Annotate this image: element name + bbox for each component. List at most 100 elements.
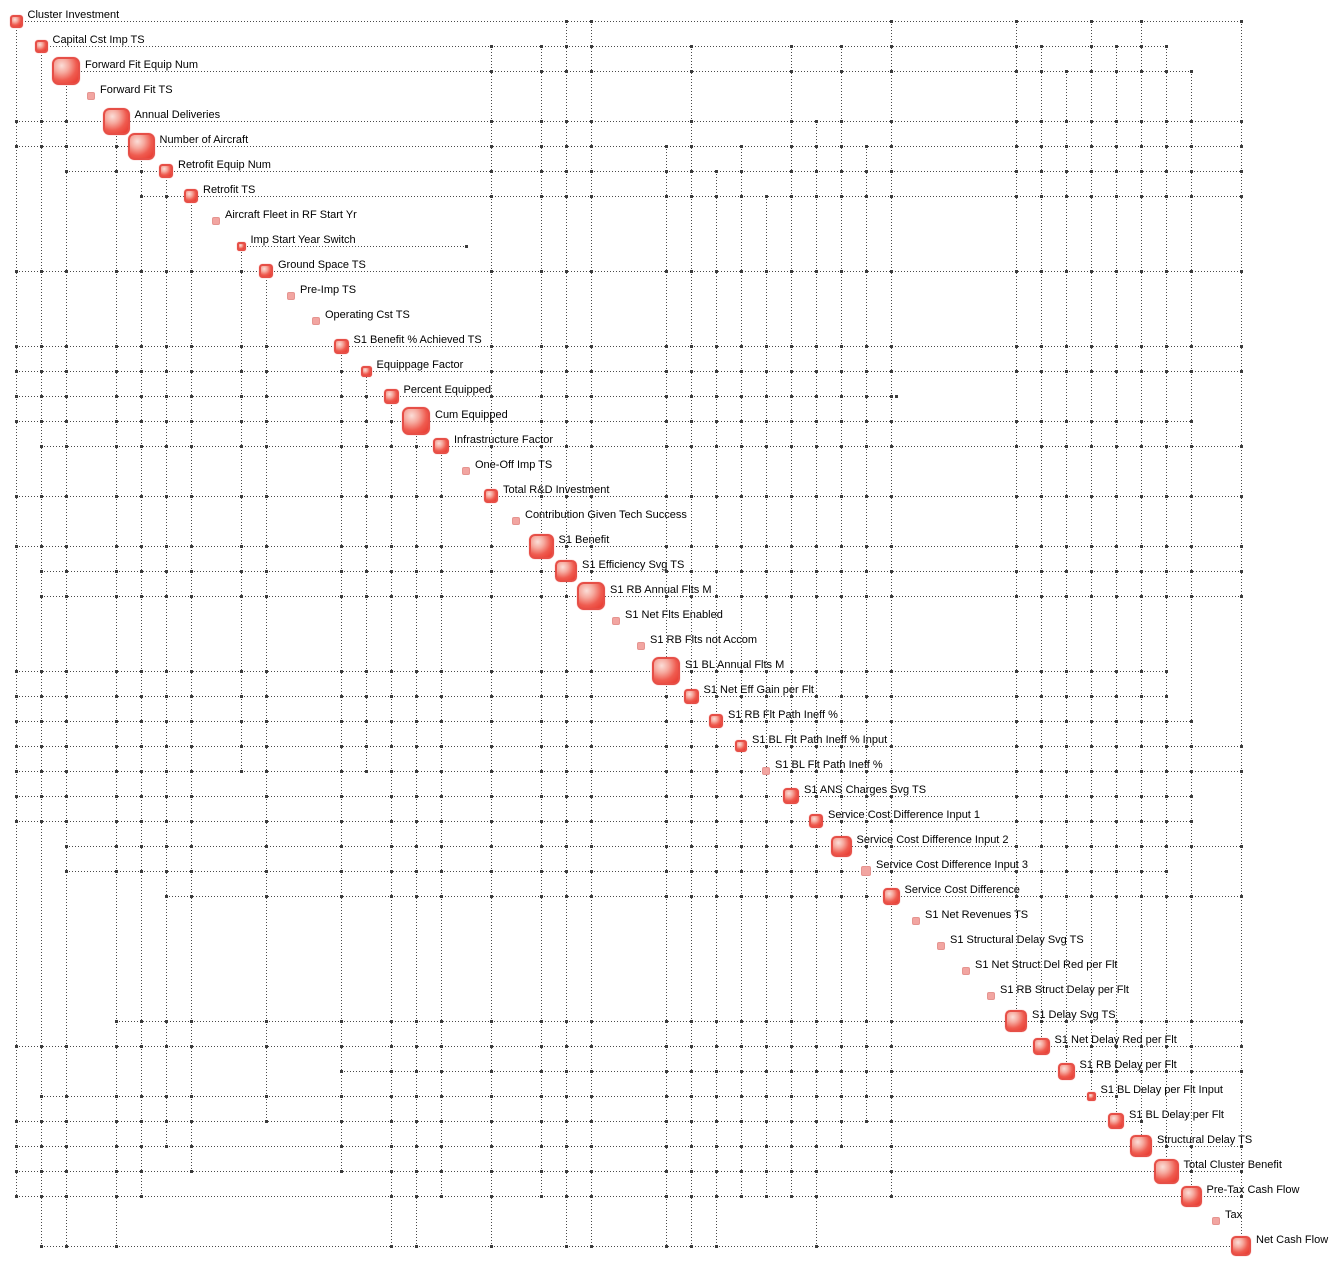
node-service-cost-difference-input-1[interactable] xyxy=(809,814,823,828)
link-junction-dot xyxy=(790,720,793,723)
node-s1-net-revenues-ts[interactable] xyxy=(912,917,920,925)
node-service-cost-difference[interactable] xyxy=(882,887,900,905)
link-junction-dot xyxy=(890,1020,893,1023)
node-annual-deliveries[interactable] xyxy=(102,107,130,135)
node-capital-cst-imp-ts[interactable] xyxy=(34,39,48,53)
node-structural-delay-ts[interactable] xyxy=(1130,1135,1152,1157)
link-junction-dot xyxy=(590,145,593,148)
link-junction-dot xyxy=(1140,895,1143,898)
link-junction-dot xyxy=(865,370,868,373)
link-junction-dot xyxy=(240,695,243,698)
node-s1-rb-delay-per-flt[interactable] xyxy=(1057,1062,1075,1080)
link-junction-dot xyxy=(165,270,168,273)
node-s1-benefit-achieved-ts[interactable] xyxy=(333,338,349,354)
node-s1-structural-delay-svg-ts[interactable] xyxy=(937,942,945,950)
link-junction-dot xyxy=(590,695,593,698)
link-junction-dot xyxy=(440,1070,443,1073)
link-junction-dot xyxy=(790,195,793,198)
node-total-cluster-benefit[interactable] xyxy=(1153,1158,1179,1184)
link-junction-dot xyxy=(15,1145,18,1148)
link-junction-dot xyxy=(890,345,893,348)
link-junction-dot xyxy=(415,870,418,873)
node-s1-benefit[interactable] xyxy=(528,533,554,559)
link-junction-dot xyxy=(790,420,793,423)
node-s1-bl-delay-per-flt[interactable] xyxy=(1108,1113,1124,1129)
node-s1-rb-flts-not-accom[interactable] xyxy=(637,642,645,650)
node-s1-rb-annual-flts-m[interactable] xyxy=(577,582,605,610)
link-junction-dot xyxy=(690,495,693,498)
node-s1-net-delay-red-per-flt[interactable] xyxy=(1032,1037,1050,1055)
link-junction-dot xyxy=(240,770,243,773)
node-s1-net-struct-del-red-per-flt[interactable] xyxy=(962,967,970,975)
link-junction-dot xyxy=(590,45,593,48)
node-s1-ans-charges-svg-ts[interactable] xyxy=(783,788,799,804)
node-forward-fit-ts[interactable] xyxy=(87,92,95,100)
node-net-cash-flow[interactable] xyxy=(1231,1236,1251,1256)
node-pre-imp-ts[interactable] xyxy=(287,292,295,300)
link-junction-dot xyxy=(565,345,568,348)
node-s1-rb-struct-delay-per-flt[interactable] xyxy=(987,992,995,1000)
link-junction-dot xyxy=(815,495,818,498)
node-s1-net-flts-enabled[interactable] xyxy=(612,617,620,625)
node-cluster-investment[interactable] xyxy=(9,14,23,28)
node-s1-bl-flt-path-ineff[interactable] xyxy=(762,767,770,775)
node-s1-delay-svg-ts[interactable] xyxy=(1005,1010,1027,1032)
node-total-r-d-investment[interactable] xyxy=(484,489,498,503)
link-junction-dot xyxy=(840,45,843,48)
node-aircraft-fleet-in-rf-start-yr[interactable] xyxy=(212,217,220,225)
node-operating-cst-ts[interactable] xyxy=(312,317,320,325)
link-junction-dot xyxy=(815,1245,818,1248)
link-junction-dot xyxy=(565,895,568,898)
link-junction-dot xyxy=(1140,745,1143,748)
link-junction-dot xyxy=(540,445,543,448)
link-junction-dot xyxy=(40,145,43,148)
node-s1-rb-flt-path-ineff[interactable] xyxy=(709,714,723,728)
node-infrastructure-factor[interactable] xyxy=(433,438,449,454)
node-percent-equipped[interactable] xyxy=(383,388,399,404)
node-one-off-imp-ts[interactable] xyxy=(462,467,470,475)
node-s1-net-eff-gain-per-flt[interactable] xyxy=(683,688,699,704)
node-s1-bl-annual-flts-m[interactable] xyxy=(652,657,680,685)
link-junction-dot xyxy=(865,445,868,448)
link-junction-dot xyxy=(690,1245,693,1248)
link-junction-dot xyxy=(1065,270,1068,273)
link-junction-dot xyxy=(1165,1045,1168,1048)
node-forward-fit-equip-num[interactable] xyxy=(52,57,80,85)
node-equippage-factor[interactable] xyxy=(360,365,372,377)
node-number-of-aircraft[interactable] xyxy=(127,132,155,160)
node-retrofit-equip-num[interactable] xyxy=(159,164,173,178)
link-junction-dot xyxy=(240,595,243,598)
grid-h-line xyxy=(16,746,1241,747)
link-junction-dot xyxy=(240,745,243,748)
node-service-cost-difference-input-3[interactable] xyxy=(861,866,871,876)
link-junction-dot xyxy=(715,820,718,823)
node-imp-start-year-switch[interactable] xyxy=(236,241,246,251)
node-service-cost-difference-input-2[interactable] xyxy=(830,835,852,857)
node-pre-tax-cash-flow[interactable] xyxy=(1180,1185,1202,1207)
link-junction-dot xyxy=(1165,595,1168,598)
link-junction-dot xyxy=(765,570,768,573)
node-retrofit-ts[interactable] xyxy=(184,189,198,203)
link-junction-dot xyxy=(590,1045,593,1048)
link-junction-dot xyxy=(815,370,818,373)
link-junction-dot xyxy=(190,495,193,498)
link-junction-dot xyxy=(790,120,793,123)
link-junction-dot xyxy=(540,120,543,123)
node-ground-space-ts[interactable] xyxy=(259,264,273,278)
link-junction-dot xyxy=(540,495,543,498)
node-s1-bl-flt-path-ineff-input[interactable] xyxy=(735,740,747,752)
grid-h-line xyxy=(41,1246,1241,1247)
node-tax[interactable] xyxy=(1212,1217,1220,1225)
node-cum-equipped[interactable] xyxy=(402,407,430,435)
link-junction-dot xyxy=(1115,420,1118,423)
node-s1-efficiency-svg-ts[interactable] xyxy=(555,560,577,582)
link-junction-dot xyxy=(490,1170,493,1173)
node-s1-bl-delay-per-flt-input[interactable] xyxy=(1086,1091,1096,1101)
link-junction-dot xyxy=(890,495,893,498)
link-junction-dot xyxy=(1165,420,1168,423)
link-junction-dot xyxy=(190,395,193,398)
node-contribution-given-tech-success[interactable] xyxy=(512,517,520,525)
link-junction-dot xyxy=(1015,895,1018,898)
link-junction-dot xyxy=(1140,145,1143,148)
